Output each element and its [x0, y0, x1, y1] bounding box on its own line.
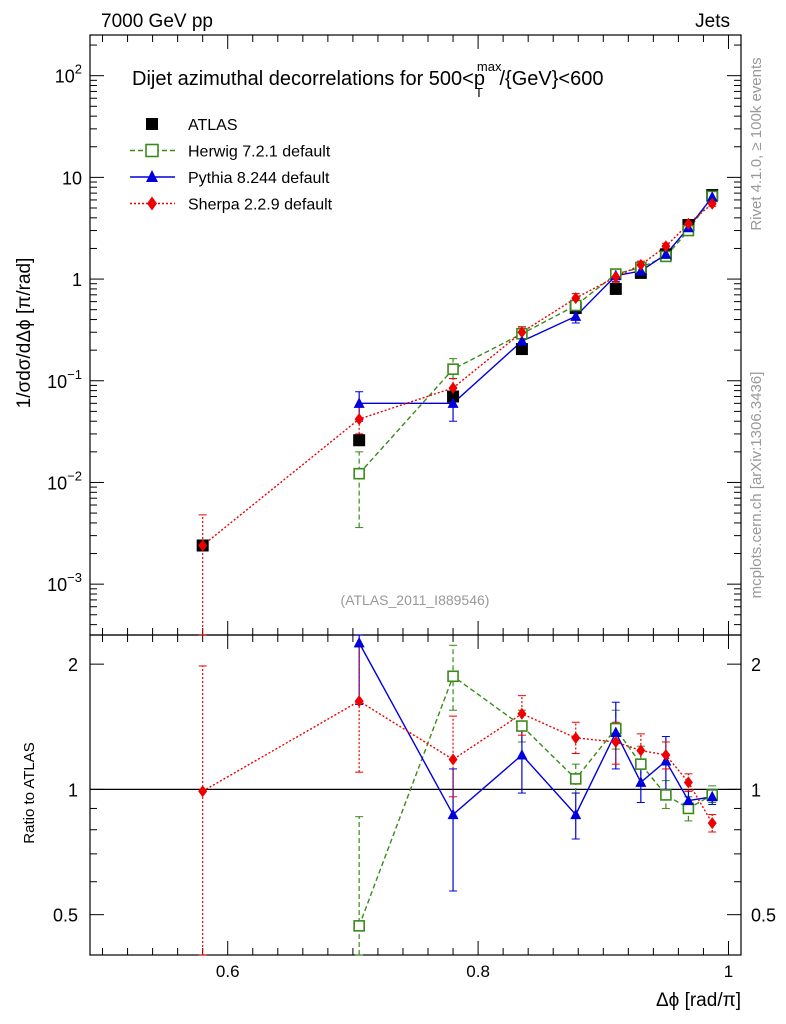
sherpa-point: [611, 270, 621, 283]
sherpa-point: [661, 240, 671, 253]
ratio-tick-label: 1: [68, 780, 78, 800]
x-axis-label: Δϕ [rad/π]: [656, 990, 741, 1011]
sherpa-ratio-point: [571, 731, 581, 744]
y-tick-base: 10: [47, 372, 67, 392]
legend: ATLAS Herwig 7.2.1 default Pythia 8.244 de…: [130, 117, 333, 214]
chart-title-main: Dijet azimuthal decorrelations for 500<p: [132, 68, 485, 90]
ratio-y-axis-label: Ratio to ATLAS: [21, 742, 38, 843]
y-tick-exponent: −2: [67, 468, 82, 483]
y-tick-label: 10: [62, 168, 82, 188]
y-tick-base: 10: [55, 67, 75, 87]
atlas-data-point: [353, 434, 366, 447]
y-tick-label: 10−2: [47, 468, 82, 493]
collision-label: 7000 GeV pp: [101, 11, 213, 32]
pythia-ratio-point: [570, 808, 582, 820]
pythia-ratio-point: [516, 748, 528, 760]
mcplots-side-label: mcplots.cern.ch [arXiv:1306.3436]: [748, 372, 765, 599]
pythia-point: [706, 191, 718, 202]
sherpa-ratio-point: [198, 785, 208, 798]
sherpa-point: [198, 539, 208, 552]
sherpa-ratio-point: [611, 735, 621, 748]
jets-label: Jets: [695, 11, 730, 32]
y-tick-exponent: 2: [75, 62, 82, 77]
pythia-point: [447, 397, 459, 408]
legend-label: Herwig 7.2.1 default: [188, 144, 331, 161]
ratio-tick-label: 0.5: [53, 906, 78, 926]
legend-marker-sherpa: [147, 196, 157, 211]
pythia-ratio-point: [353, 636, 365, 648]
analysis-id: (ATLAS_2011_I889546): [341, 592, 490, 608]
sherpa-ratio-line: [202, 700, 713, 824]
herwig-ratio-point: [569, 773, 582, 785]
pythia-point: [570, 310, 582, 321]
y-axis-label: 1/σdσ/dΔϕ [π/rad]: [14, 258, 35, 409]
pythia-line: [359, 196, 713, 405]
sherpa-line: [202, 203, 713, 547]
rivet-side-label: Rivet 4.1.0, ≥ 100k events: [748, 57, 765, 230]
x-tick-label: 0.6: [216, 962, 240, 981]
legend-label: Sherpa 2.2.9 default: [188, 197, 333, 214]
y-tick-exponent: −3: [67, 570, 82, 585]
legend-label: Pythia 8.244 default: [188, 170, 330, 187]
legend-marker-herwig: [145, 143, 159, 158]
y-tick-exponent: −1: [67, 367, 82, 382]
chart-title-sup: max: [477, 59, 502, 74]
sherpa-ratio-point: [517, 707, 527, 720]
ratio-tick-label-right: 0.5: [751, 906, 776, 926]
pythia-ratio-point: [610, 726, 622, 738]
herwig-ratio-line: [358, 675, 713, 927]
herwig-ratio-point: [660, 789, 672, 801]
sherpa-point: [448, 381, 458, 394]
sherpa-ratio-point: [661, 748, 671, 761]
sherpa-point: [354, 413, 364, 426]
pythia-ratio-point: [447, 808, 459, 820]
sherpa-ratio-point: [448, 753, 458, 766]
sherpa-ratio-point: [683, 776, 693, 789]
atlas-data-point: [447, 390, 460, 403]
pythia-ratio-point: [682, 794, 694, 806]
legend-marker-pythia: [146, 170, 158, 182]
pythia-ratio-point: [706, 790, 718, 802]
ratio-panel-frame: [89, 634, 742, 956]
pythia-point: [516, 335, 528, 346]
chart-title-sub: T: [475, 85, 483, 100]
ratio-tick-label-right: 1: [751, 780, 761, 800]
chart-title-rest: /{GeV}<600: [499, 68, 603, 90]
series-layer: [196, 189, 719, 956]
sherpa-point: [636, 258, 646, 271]
legend-marker-atlas: [146, 118, 158, 130]
atlas-data-point: [515, 343, 528, 356]
y-tick-label: 10−1: [47, 367, 82, 392]
sherpa-point: [683, 217, 693, 230]
y-tick-label: 102: [55, 62, 82, 87]
herwig-ratio-point: [635, 758, 647, 770]
herwig-ratio-point: [353, 920, 365, 932]
x-tick-label: 1: [724, 962, 733, 981]
legend-label: ATLAS: [188, 117, 238, 134]
pythia-point: [660, 248, 672, 259]
pythia-point: [353, 397, 365, 408]
sherpa-point: [707, 197, 717, 210]
sherpa-ratio-point: [636, 744, 646, 757]
sherpa-ratio-point: [707, 817, 717, 830]
herwig-ratio-point: [516, 720, 528, 732]
y-tick-label: 1: [72, 270, 82, 290]
sherpa-point: [571, 292, 581, 305]
y-tick-base: 10: [47, 473, 67, 493]
pythia-ratio-point: [635, 776, 647, 787]
y-tick-base: 10: [47, 575, 67, 595]
herwig-point: [447, 363, 459, 375]
x-tick-label: 0.8: [466, 962, 490, 981]
y-tick-label: 10−3: [47, 570, 82, 595]
herwig-point: [353, 467, 365, 480]
ratio-tick-label-right: 2: [751, 655, 761, 675]
ratio-tick-label: 2: [68, 655, 78, 675]
sherpa-ratio-point: [354, 695, 364, 708]
chart-title: Dijet azimuthal decorrelations for 500<p…: [132, 59, 603, 100]
atlas-data-point: [609, 282, 622, 295]
herwig-ratio-point: [447, 670, 459, 683]
sherpa-point: [517, 326, 527, 339]
